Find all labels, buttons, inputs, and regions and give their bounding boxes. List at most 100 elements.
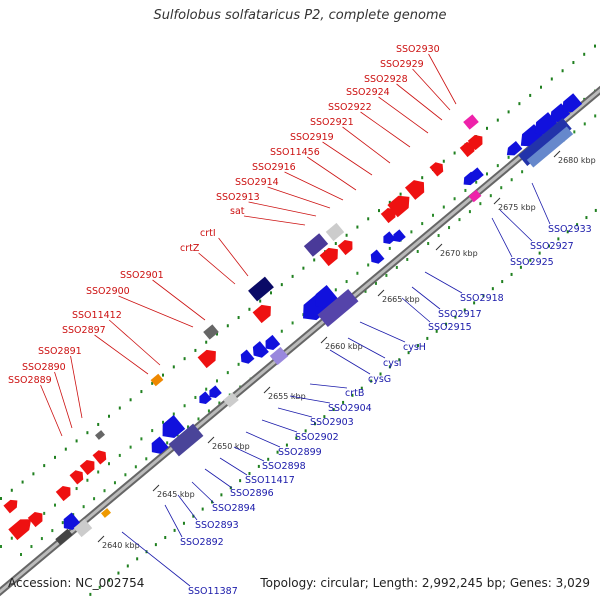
track-dot <box>216 379 218 383</box>
track-dot <box>291 321 294 325</box>
track-dot <box>239 479 242 483</box>
label-leader-line <box>378 96 429 134</box>
forward-gene-arrow <box>79 460 95 476</box>
scale-tick-label: 2645 kbp <box>157 490 195 499</box>
track-dot <box>550 77 553 81</box>
track-dot <box>435 329 438 333</box>
reverse-gene-arrow <box>199 391 212 404</box>
track-dot <box>374 281 377 285</box>
track-dot <box>154 543 157 547</box>
track-dot <box>538 251 541 255</box>
track-dot <box>10 536 13 540</box>
track-dot <box>182 521 185 525</box>
gene-label-upper: sat <box>230 206 245 217</box>
track-dot <box>437 234 440 238</box>
pink-gene-block <box>468 189 482 203</box>
track-dot <box>416 344 419 348</box>
label-leader-line <box>204 468 233 489</box>
track-dot <box>108 414 110 418</box>
scale-tick-mark <box>435 243 443 251</box>
label-leader-line <box>322 141 373 176</box>
track-dot <box>267 457 270 461</box>
track-dot <box>164 536 167 540</box>
scale-tick-label: 2670 kbp <box>440 249 478 258</box>
dark-gene-block <box>303 233 329 257</box>
track-dot <box>216 332 218 336</box>
dark-gene-block <box>317 289 359 327</box>
orange-gene-block <box>150 373 164 387</box>
gene-label-upper: SSO11412 <box>72 310 122 321</box>
gene-label-upper: SSO2921 <box>310 117 354 128</box>
track-dot <box>385 273 388 277</box>
track-dot <box>211 500 214 504</box>
label-leader-line <box>342 126 391 164</box>
track-dot <box>576 223 579 227</box>
track-dot <box>489 194 492 198</box>
track-dot <box>398 358 401 362</box>
track-dot <box>129 445 132 449</box>
track-dot <box>194 348 197 352</box>
track-dot <box>416 249 419 253</box>
track-dot <box>248 307 251 311</box>
label-leader-line <box>118 295 194 328</box>
track-dot <box>486 172 488 176</box>
track-dot <box>448 226 451 230</box>
label-leader-line <box>108 319 161 366</box>
scale-tick-label: 2650 kbp <box>212 442 250 451</box>
track-dot <box>521 170 524 174</box>
scale-ticks: 2640 kbp 2645 kbp 2650 kbp 2655 kbp 2660 kbp… <box>97 150 596 550</box>
reverse-gene-arrow <box>151 436 169 454</box>
track-dot <box>295 436 298 440</box>
track-dot <box>426 336 429 340</box>
reverse-gene-arrow <box>506 141 523 156</box>
track-dot <box>86 431 89 435</box>
track-dot <box>356 271 359 275</box>
grey-gene-block <box>73 518 93 538</box>
track-dot <box>82 505 85 509</box>
track-dot <box>572 61 575 65</box>
dark-gene-block <box>248 276 274 302</box>
gene-label-upper: SSO2913 <box>216 192 260 203</box>
scale-tick-mark <box>152 484 160 492</box>
track-dot <box>458 218 461 222</box>
track-dot <box>229 486 232 490</box>
track-dot <box>432 213 434 217</box>
track-dot <box>118 406 121 410</box>
track-dot <box>218 401 221 405</box>
gene-label-upper: crtI <box>200 228 216 239</box>
track-dot <box>257 464 260 468</box>
track-dot <box>205 340 208 344</box>
track-dot <box>43 464 46 468</box>
label-leader-line <box>40 384 63 437</box>
gene-label-lower: SSO2925 <box>510 257 554 268</box>
track-dot <box>162 373 164 377</box>
label-leader-line <box>70 355 83 419</box>
label-leader-line <box>306 156 357 191</box>
label-leader-line <box>284 171 344 201</box>
forward-gene-arrow <box>429 162 444 177</box>
reverse-gene-arrow <box>63 512 81 530</box>
label-leader-line <box>198 252 236 285</box>
track-dot <box>406 257 409 261</box>
track-dot <box>388 200 391 204</box>
track-dot <box>370 379 373 383</box>
track-dot <box>507 110 510 114</box>
track-dot <box>445 322 448 326</box>
gene-label-upper: SSO2919 <box>290 132 334 143</box>
track-dot <box>113 481 116 485</box>
gene-labels: SSO2889 SSO2890 SSO2891 SSO2897 SSO11412 SSO2… <box>8 44 592 597</box>
gene-label-lower: SSO2899 <box>278 447 322 458</box>
forward-gene-arrow <box>55 486 71 502</box>
track-dot <box>399 192 402 196</box>
gene-label-lower: SSO2896 <box>230 488 274 499</box>
track-dot <box>134 465 137 469</box>
grey-gene-block <box>325 222 345 242</box>
track-dot <box>117 571 120 575</box>
track-dot <box>89 592 92 596</box>
track-dot <box>473 301 476 305</box>
track-dot <box>351 393 354 397</box>
track-dot <box>64 447 67 451</box>
scale-tick-label: 2665 kbp <box>382 295 420 304</box>
scale-tick-label: 2640 kbp <box>102 541 140 550</box>
track-dot <box>140 437 143 441</box>
